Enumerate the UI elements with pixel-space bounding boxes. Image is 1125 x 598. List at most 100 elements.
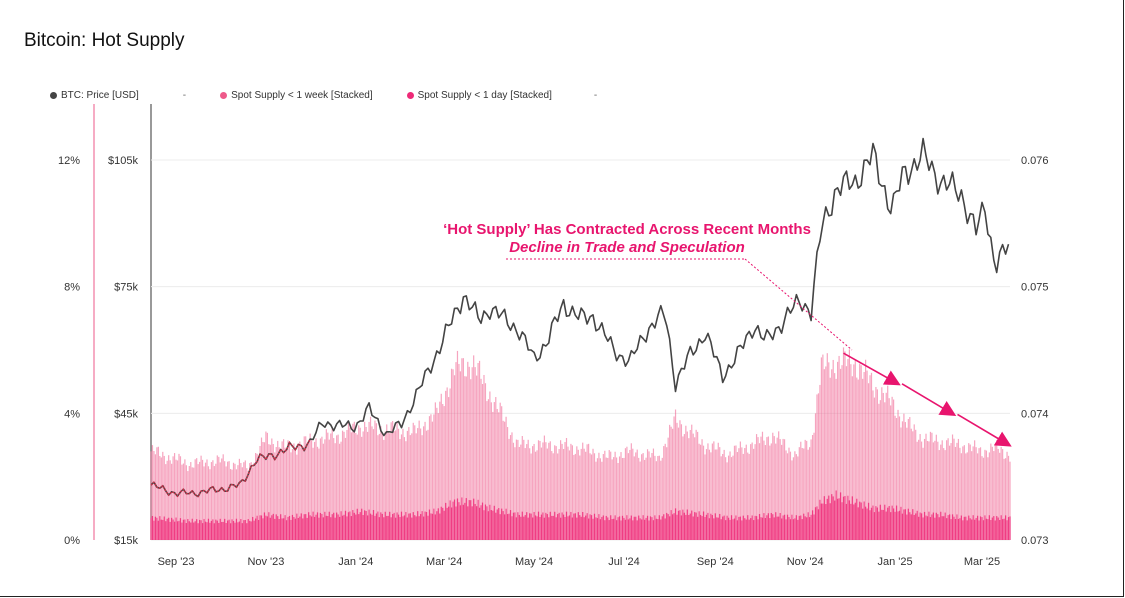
bar-supply-day [673, 513, 675, 540]
bar-supply-week [191, 467, 193, 540]
bar-supply-week [327, 432, 329, 540]
legend-item-supply-day[interactable]: Spot Supply < 1 day [Stacked] [406, 89, 552, 101]
bar-supply-week [695, 429, 697, 540]
bar-supply-day [585, 515, 587, 540]
bar-supply-week [421, 435, 423, 540]
bar-supply-week [950, 443, 952, 540]
bar-supply-day [564, 516, 566, 540]
bar-supply-week [652, 448, 655, 540]
bar-supply-week [341, 430, 344, 540]
bar-supply-week [274, 452, 276, 540]
bar-supply-day [811, 510, 814, 540]
bar-supply-week [548, 442, 550, 540]
bar-supply-day [860, 502, 862, 540]
bar-supply-day [196, 519, 198, 540]
bar-supply-week [555, 446, 557, 540]
bar-supply-week [306, 444, 308, 540]
bar-supply-week [428, 416, 431, 540]
bar-supply-day [580, 516, 582, 540]
bar-supply-day [442, 507, 444, 540]
bar-supply-day [844, 495, 846, 540]
bar-supply-day [993, 516, 995, 540]
bar-supply-week [772, 432, 774, 540]
bar-supply-day [968, 515, 970, 540]
bar-supply-day [872, 505, 874, 540]
bar-supply-week [909, 417, 911, 540]
bar-supply-day [459, 505, 462, 540]
bar-supply-week [207, 466, 210, 540]
legend-label-week: Spot Supply < 1 week [Stacked] [231, 89, 373, 101]
bar-supply-day [464, 502, 466, 540]
bar-supply-day [738, 516, 740, 540]
bar-supply-week [608, 450, 610, 540]
bar-supply-day [171, 517, 173, 540]
legend-item-supply-week[interactable]: Spot Supply < 1 week [Stacked] [220, 89, 373, 101]
bar-supply-week [356, 434, 358, 540]
bar-supply-week [484, 383, 487, 540]
bar-supply-day [350, 516, 352, 540]
bar-supply-day [393, 512, 395, 540]
bar-supply-day [297, 518, 299, 540]
bar-supply-day [819, 499, 821, 540]
bar-supply-day [421, 511, 423, 540]
bar-supply-day [776, 516, 778, 540]
bar-supply-week [309, 433, 311, 540]
bar-supply-day [586, 513, 588, 540]
bar-supply-week [213, 466, 215, 540]
bar-supply-day [387, 515, 389, 540]
bar-supply-week [991, 446, 993, 540]
bar-supply-week [157, 446, 159, 540]
bar-supply-day [169, 521, 171, 540]
bar-supply-week [722, 453, 724, 540]
bar-supply-week [723, 449, 725, 540]
bar-supply-day [614, 515, 616, 540]
bar-supply-day [891, 505, 893, 540]
bar-supply-week [971, 451, 973, 540]
bar-supply-week [817, 393, 820, 540]
bar-supply-day [545, 512, 547, 540]
bar-supply-week [502, 420, 504, 540]
bar-supply-week [658, 455, 660, 540]
bar-supply-week [968, 443, 970, 540]
legend-label-day: Spot Supply < 1 day [Stacked] [417, 89, 552, 101]
bar-supply-week [727, 455, 730, 540]
bar-supply-day [1006, 520, 1008, 540]
bar-supply-day [558, 512, 560, 540]
bar-supply-week [442, 404, 444, 540]
bar-supply-week [745, 444, 747, 540]
bar-supply-week [508, 438, 510, 540]
bar-supply-day [291, 514, 294, 540]
bar-supply-week [661, 457, 663, 540]
bar-supply-day [1000, 515, 1002, 540]
bar-supply-week [543, 435, 546, 540]
bar-supply-day [841, 502, 843, 540]
bar-supply-week [178, 453, 180, 540]
trend-arrow [901, 383, 957, 417]
bar-supply-week [761, 431, 764, 540]
bar-supply-day [748, 519, 750, 540]
bar-supply-week [694, 437, 696, 540]
bar-supply-day [573, 513, 575, 540]
bar-supply-day [817, 509, 820, 540]
bar-supply-week [750, 444, 752, 540]
bar-supply-week [415, 433, 417, 540]
bar-supply-day [786, 514, 789, 540]
bar-supply-week [436, 407, 438, 540]
bar-supply-day [736, 520, 739, 540]
x-tick-label: May '24 [515, 556, 553, 568]
bar-supply-week [272, 444, 274, 540]
bar-supply-day [427, 515, 429, 540]
bar-supply-day [669, 516, 671, 540]
bar-supply-week [940, 444, 942, 540]
bar-supply-day [766, 515, 768, 540]
bar-supply-week [262, 441, 264, 540]
bar-supply-day [524, 515, 526, 540]
bar-supply-week [920, 441, 923, 540]
bar-supply-week [828, 362, 830, 540]
bar-supply-day [315, 514, 317, 540]
bar-supply-week [238, 458, 241, 540]
bar-supply-week [411, 433, 413, 540]
bar-supply-week [496, 408, 498, 540]
legend-item-price[interactable]: BTC: Price [USD] [50, 90, 139, 101]
bar-supply-day [515, 517, 518, 540]
